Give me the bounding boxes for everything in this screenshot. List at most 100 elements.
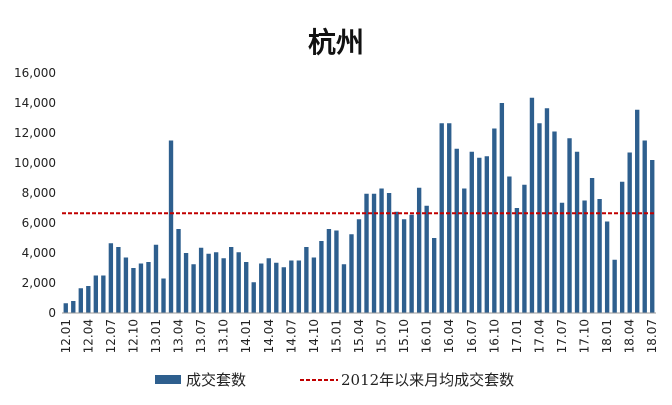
bar	[281, 267, 286, 313]
y-tick-label: 0	[48, 306, 56, 320]
bar	[484, 156, 489, 313]
bar	[229, 247, 234, 313]
x-tick-label: 17.10	[578, 319, 592, 353]
bar	[612, 259, 617, 313]
y-tick-label: 4,000	[22, 246, 56, 260]
y-tick-label: 2,000	[22, 276, 56, 290]
x-tick-label: 14.04	[262, 319, 276, 353]
bar	[101, 275, 106, 313]
bar	[274, 262, 279, 313]
y-axis-tick-labels: 0 2,000 4,000 6,000 8,000 10,000 12,000 14,000 1…	[14, 66, 56, 320]
bar	[304, 247, 309, 313]
legend-label-reference-line: 2012年以来月均成交套数	[341, 371, 514, 389]
x-tick-label: 13.10	[217, 319, 231, 353]
bar	[168, 140, 174, 313]
x-tick-label: 13.07	[194, 319, 208, 353]
bar	[93, 275, 99, 313]
bar	[627, 152, 632, 313]
bar	[650, 160, 655, 313]
bar	[529, 97, 535, 313]
bar	[559, 202, 565, 313]
bar	[409, 214, 414, 313]
bar	[244, 262, 249, 313]
legend-label-bars: 成交套数	[186, 371, 246, 389]
x-tick-label: 16.10	[487, 319, 501, 353]
bar	[604, 221, 610, 313]
bar	[401, 219, 407, 313]
x-tick-label: 14.01	[239, 319, 253, 353]
bar	[123, 257, 129, 313]
bar	[296, 260, 302, 313]
bar	[499, 103, 505, 313]
x-tick-label: 16.07	[465, 319, 479, 353]
x-tick-label: 15.10	[397, 319, 411, 353]
y-tick-label: 6,000	[22, 216, 56, 230]
bar	[454, 148, 459, 313]
x-tick-label: 14.07	[284, 319, 298, 353]
bar	[334, 230, 339, 313]
x-tick-label: 12.07	[104, 319, 118, 353]
chart-title: 杭州	[308, 26, 364, 59]
bar	[116, 247, 121, 313]
bar	[86, 286, 91, 313]
bar	[153, 244, 159, 313]
x-tick-label: 15.04	[352, 319, 366, 353]
bar	[619, 181, 625, 313]
bar	[176, 229, 181, 313]
bar	[326, 229, 332, 313]
bar	[477, 157, 482, 313]
bar	[183, 253, 189, 313]
bar	[198, 247, 204, 313]
bar	[131, 268, 136, 313]
bar	[447, 123, 452, 313]
bar	[356, 219, 362, 313]
bar	[266, 258, 271, 313]
x-tick-label: 16.01	[420, 319, 434, 353]
bar	[71, 301, 76, 313]
bar	[635, 109, 640, 313]
bar	[589, 178, 595, 313]
bar	[108, 243, 114, 313]
bar	[522, 184, 527, 313]
bar	[432, 238, 437, 313]
bar	[78, 288, 83, 313]
legend: 成交套数 2012年以来月均成交套数	[155, 371, 514, 389]
bar	[236, 252, 241, 313]
bar	[469, 151, 474, 313]
bar	[514, 208, 520, 313]
bar	[191, 264, 196, 313]
bar	[371, 193, 377, 313]
bar	[63, 303, 68, 313]
x-tick-label: 18.01	[600, 319, 614, 353]
bar	[349, 234, 354, 313]
bar	[364, 193, 369, 313]
x-tick-label: 13.04	[172, 319, 186, 353]
x-tick-label: 18.07	[645, 319, 659, 353]
bar	[251, 282, 256, 313]
bar	[161, 278, 166, 313]
bar	[552, 131, 557, 313]
bar	[379, 188, 384, 313]
bar	[206, 253, 211, 313]
bar	[597, 199, 602, 313]
bar	[311, 257, 317, 313]
bar	[537, 123, 542, 313]
bar	[567, 138, 572, 313]
x-tick-label: 14.10	[307, 319, 321, 353]
bar	[424, 205, 429, 313]
bar	[146, 262, 151, 313]
bar	[213, 252, 219, 313]
bar	[259, 263, 264, 313]
x-tick-label: 12.04	[81, 319, 95, 353]
x-tick-label: 17.01	[510, 319, 524, 353]
y-tick-label: 12,000	[14, 126, 56, 140]
bar	[492, 128, 497, 313]
bar	[386, 193, 392, 313]
bar	[416, 187, 422, 313]
bar	[544, 108, 550, 313]
bar	[138, 263, 144, 313]
bar	[642, 140, 647, 313]
y-tick-label: 16,000	[14, 66, 56, 80]
